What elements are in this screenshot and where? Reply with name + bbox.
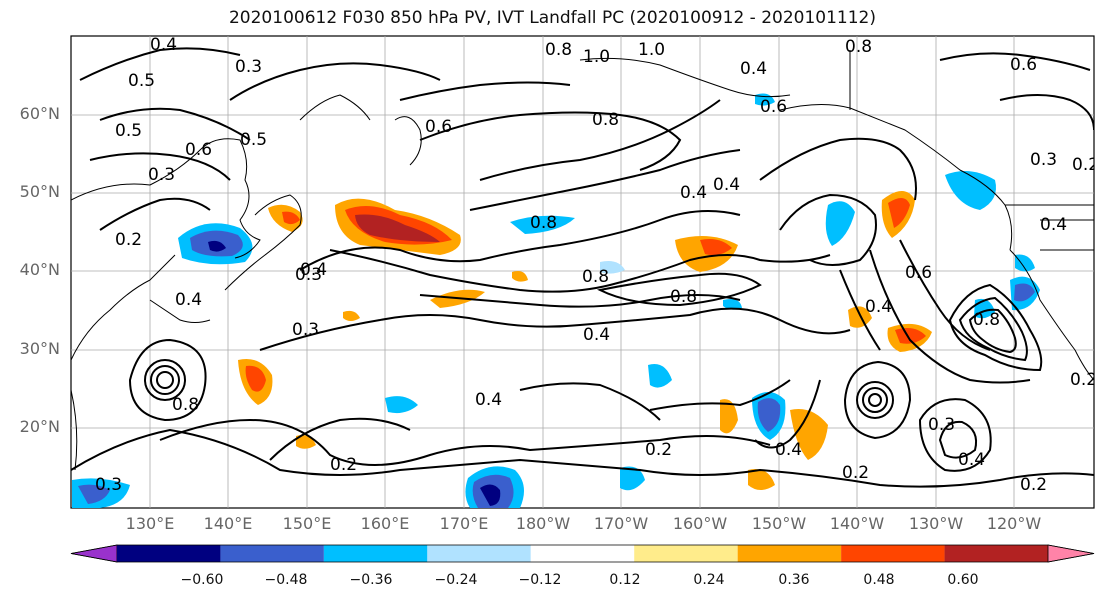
- colorbar-outline: [70, 544, 1095, 563]
- contour-label: 0.5: [128, 71, 155, 91]
- contour-label: 1.0: [583, 47, 610, 67]
- contour-label: 0.5: [240, 130, 267, 150]
- contour-label: 0.8: [592, 110, 619, 130]
- contour-label: 0.4: [740, 59, 767, 79]
- colorbar-segment: [323, 545, 428, 562]
- colorbar-segment: [841, 545, 945, 562]
- colorbar-extend-low: [70, 544, 118, 563]
- contour-label: 0.8: [172, 395, 199, 415]
- lon-label: 170°W: [593, 514, 649, 533]
- contour-label: 0.4: [583, 325, 610, 345]
- contour-label: 1.0: [638, 40, 665, 60]
- contour-label: 0.4: [775, 440, 802, 460]
- contour-label: 0.6: [1010, 55, 1037, 75]
- contour-label: 0.3: [148, 165, 175, 185]
- lat-label: 50°N: [19, 182, 60, 201]
- coastlines: [71, 50, 1094, 471]
- contour-label: 0.8: [545, 40, 572, 60]
- colorbar-tick-label: 0.60: [947, 572, 979, 588]
- contour-label: 0.8: [845, 37, 872, 57]
- colorbar-segment: [737, 545, 842, 562]
- colorbar-segment: [427, 545, 531, 562]
- contour-label: 0.4: [150, 35, 177, 55]
- contour-label: 0.4: [958, 450, 985, 470]
- colorbar-tick-label: 0.48: [863, 572, 895, 588]
- lon-label: 120°W: [986, 514, 1042, 533]
- colorbar-tick-label: −0.12: [518, 572, 562, 588]
- contour-label: 0.4: [300, 260, 327, 280]
- lat-label: 60°N: [19, 104, 60, 123]
- contour-label-group: 0.4 0.3 0.5 0.5 0.6 0.3 0.5 0.3 0.2 0.4 …: [95, 35, 1099, 495]
- contour-label: 0.8: [973, 310, 1000, 330]
- contour-label: 0.3: [292, 320, 319, 340]
- colorbar-segment: [634, 545, 738, 562]
- contour-label: 0.2: [115, 230, 142, 250]
- colorbar-tick-label: −0.48: [264, 572, 308, 588]
- pv-contours: [71, 47, 1094, 488]
- colorbar: [70, 544, 1095, 563]
- contour-label: 0.8: [582, 267, 609, 287]
- colorbar-tick-label: 0.24: [693, 572, 725, 588]
- colorbar-segment: [117, 545, 221, 562]
- lon-label: 170°E: [439, 514, 489, 533]
- contour-label: 0.2: [330, 455, 357, 475]
- map-title: 2020100612 F030 850 hPa PV, IVT Landfall…: [228, 8, 876, 28]
- lon-label: 180°W: [515, 514, 571, 533]
- contour-label: 0.2: [842, 463, 869, 483]
- contour-label: 0.2: [1072, 155, 1099, 175]
- graticule: [71, 36, 1094, 508]
- lon-label: 130°E: [125, 514, 175, 533]
- colorbar-segment: [944, 545, 1048, 562]
- contour-label: 0.3: [295, 265, 322, 285]
- contour-label: 0.6: [905, 263, 932, 283]
- contour-label: 0.4: [713, 175, 740, 195]
- lat-label: 30°N: [19, 339, 60, 358]
- lon-label: 160°E: [360, 514, 410, 533]
- contour-label: 0.4: [865, 297, 892, 317]
- contour-label: 0.4: [175, 290, 202, 310]
- lon-label: 130°W: [908, 514, 964, 533]
- lon-label: 160°W: [672, 514, 728, 533]
- contour-label: 0.5: [115, 121, 142, 141]
- contour-label: 0.4: [475, 390, 502, 410]
- lat-label: 40°N: [19, 260, 60, 279]
- contour-label: 0.6: [185, 140, 212, 160]
- lon-label: 150°W: [751, 514, 807, 533]
- colorbar-tick-label: −0.36: [349, 572, 393, 588]
- contour-label: 0.8: [670, 287, 697, 307]
- lon-label: 140°W: [829, 514, 885, 533]
- colorbar-tick-label: 0.12: [609, 572, 641, 588]
- colorbar-segment: [220, 545, 324, 562]
- colorbar-tick-label: −0.24: [434, 572, 478, 588]
- ivt-fill-positive: [238, 191, 932, 490]
- lon-label: 150°E: [282, 514, 332, 533]
- colorbar-segment: [530, 545, 635, 562]
- contour-label: 0.2: [1070, 370, 1097, 390]
- contour-label: 0.3: [1030, 150, 1057, 170]
- colorbar-tick-label: 0.36: [778, 572, 810, 588]
- contour-label: 0.4: [680, 183, 707, 203]
- contour-label: 0.4: [1040, 215, 1067, 235]
- contour-label: 0.3: [95, 475, 122, 495]
- lon-label: 140°E: [203, 514, 253, 533]
- contour-label: 0.3: [235, 57, 262, 77]
- lat-label: 20°N: [19, 417, 60, 436]
- contour-label: 0.2: [1020, 475, 1047, 495]
- contour-label: 0.6: [760, 97, 787, 117]
- contour-label: 0.3: [928, 415, 955, 435]
- contour-label: 0.6: [425, 117, 452, 137]
- contour-label: 0.8: [530, 213, 557, 233]
- contour-label: 0.2: [645, 440, 672, 460]
- colorbar-tick-label: −0.60: [180, 572, 224, 588]
- colorbar-extend-high: [1047, 544, 1095, 563]
